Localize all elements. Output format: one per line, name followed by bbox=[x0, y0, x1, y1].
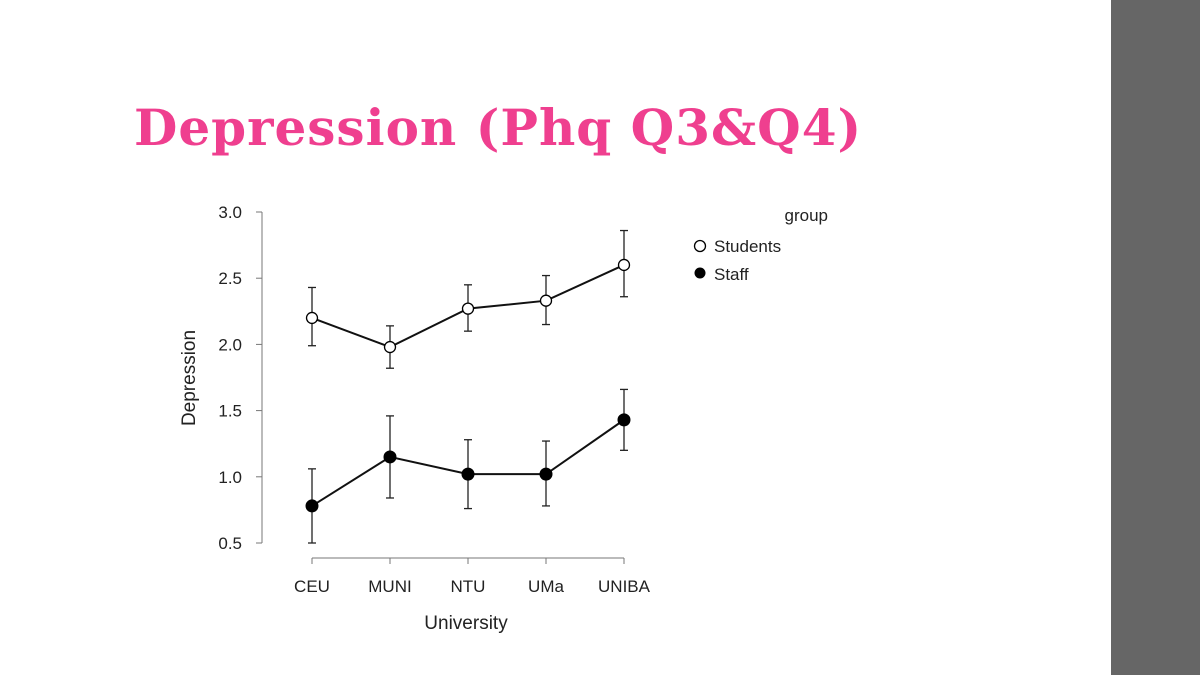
y-tick-label: 1.0 bbox=[218, 468, 242, 487]
x-tick-label: NTU bbox=[451, 577, 486, 596]
x-axis: CEU MUNI NTU UMa UNIBA bbox=[294, 557, 651, 596]
y-tick-label: 0.5 bbox=[218, 534, 242, 553]
data-point bbox=[305, 311, 319, 325]
legend: group Students Staff bbox=[693, 206, 828, 284]
data-point bbox=[539, 294, 553, 307]
data-point bbox=[305, 499, 319, 513]
series-layer bbox=[305, 229, 631, 544]
legend-label-staff: Staff bbox=[714, 265, 749, 284]
x-tick-label: CEU bbox=[294, 577, 330, 596]
slide-title: Depression (Phq Q3&Q4) bbox=[134, 98, 863, 157]
y-tick-label: 1.5 bbox=[218, 402, 242, 421]
x-tick-label: UNIBA bbox=[598, 577, 651, 596]
legend-marker-staff bbox=[694, 267, 706, 279]
line-chart: 0.5 1.0 1.5 2.0 2.5 3.0 CEU MUNI NTU UMa UNIBA Un… bbox=[179, 203, 828, 634]
side-decoration-bar bbox=[1111, 0, 1200, 675]
data-point bbox=[383, 450, 397, 464]
legend-title: group bbox=[785, 206, 828, 225]
data-point bbox=[617, 413, 631, 427]
data-point bbox=[461, 467, 475, 481]
legend-marker-students bbox=[693, 239, 707, 253]
y-tick-label: 2.0 bbox=[218, 335, 242, 354]
data-point bbox=[383, 340, 397, 354]
x-tick-label: MUNI bbox=[368, 577, 411, 596]
y-tick-label: 2.5 bbox=[218, 269, 242, 288]
series-students bbox=[305, 229, 631, 369]
y-axis-label: Depression bbox=[179, 330, 200, 426]
x-tick-label: UMa bbox=[528, 577, 564, 596]
y-axis: 0.5 1.0 1.5 2.0 2.5 3.0 bbox=[218, 203, 263, 553]
legend-label-students: Students bbox=[714, 237, 781, 256]
data-point bbox=[461, 302, 475, 315]
y-tick-label: 3.0 bbox=[218, 203, 242, 222]
series-staff bbox=[305, 388, 631, 544]
x-axis-label: University bbox=[424, 613, 508, 634]
data-point bbox=[617, 258, 631, 272]
data-point bbox=[539, 467, 553, 481]
